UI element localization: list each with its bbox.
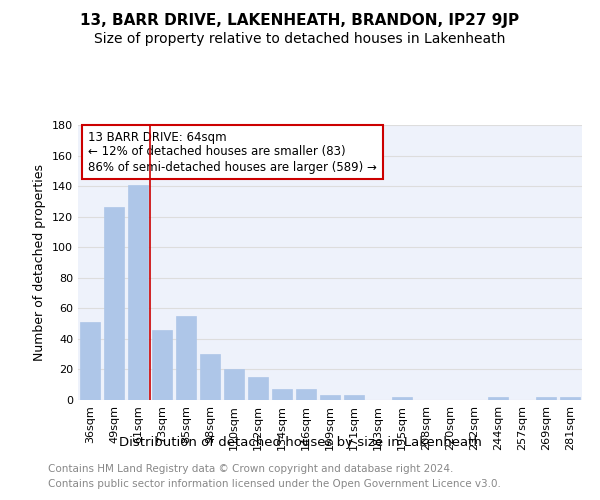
Bar	[488, 397, 508, 400]
Bar	[272, 390, 292, 400]
Bar	[224, 370, 244, 400]
Bar	[392, 397, 412, 400]
Bar	[344, 396, 364, 400]
Bar	[104, 208, 124, 400]
Text: Contains HM Land Registry data © Crown copyright and database right 2024.: Contains HM Land Registry data © Crown c…	[48, 464, 454, 474]
Bar	[80, 322, 100, 400]
Bar	[128, 184, 148, 400]
Text: 13, BARR DRIVE, LAKENHEATH, BRANDON, IP27 9JP: 13, BARR DRIVE, LAKENHEATH, BRANDON, IP2…	[80, 12, 520, 28]
Bar	[152, 330, 172, 400]
Bar	[200, 354, 220, 400]
Bar	[248, 377, 268, 400]
Text: 13 BARR DRIVE: 64sqm
← 12% of detached houses are smaller (83)
86% of semi-detac: 13 BARR DRIVE: 64sqm ← 12% of detached h…	[88, 130, 377, 174]
Text: Distribution of detached houses by size in Lakenheath: Distribution of detached houses by size …	[119, 436, 481, 449]
Text: Contains public sector information licensed under the Open Government Licence v3: Contains public sector information licen…	[48, 479, 501, 489]
Bar	[560, 397, 580, 400]
Y-axis label: Number of detached properties: Number of detached properties	[34, 164, 46, 361]
Bar	[296, 390, 316, 400]
Bar	[536, 397, 556, 400]
Bar	[176, 316, 196, 400]
Text: Size of property relative to detached houses in Lakenheath: Size of property relative to detached ho…	[94, 32, 506, 46]
Bar	[320, 396, 340, 400]
